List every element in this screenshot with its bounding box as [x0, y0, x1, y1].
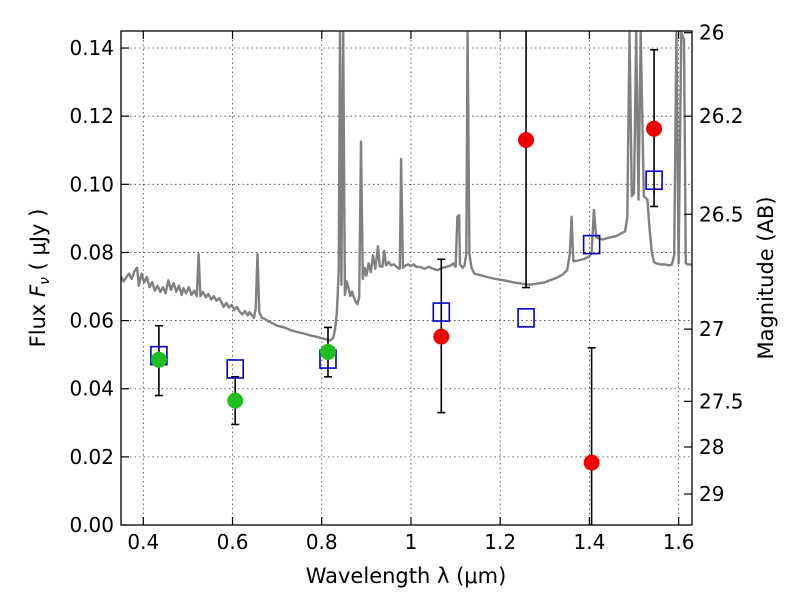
red-data-point	[583, 454, 600, 471]
model-square-marker	[517, 308, 535, 328]
plot-frame	[120, 30, 693, 526]
y2-tick-label: 26	[699, 21, 724, 45]
y-tick-label: 0.06	[69, 309, 114, 333]
x-tick-label: 1.2	[484, 530, 516, 554]
spectrum-layer	[119, 31, 692, 342]
red-data-point	[433, 328, 450, 345]
model-square-marker	[226, 359, 244, 379]
x-axis-label: Wavelength λ (μm)	[306, 564, 507, 588]
y2-tick-label: 26.2	[699, 104, 744, 128]
y-axis-right: 26 26.2 26.5 27 27.5 28 29	[684, 21, 744, 506]
green-data-point	[150, 351, 167, 368]
y-tick-label: 0.04	[69, 377, 114, 401]
green-data-point	[319, 343, 336, 360]
y2-tick-label: 27.5	[699, 389, 744, 413]
y2-tick-label: 29	[699, 482, 724, 506]
y-tick-label: 0.14	[69, 36, 114, 60]
y2-tick-label: 26.5	[699, 202, 744, 226]
y-tick-label: 0.08	[69, 240, 114, 264]
model-square-marker	[645, 170, 663, 191]
x-tick-label: 0.6	[217, 530, 249, 554]
y-tick-label: 0.12	[69, 104, 114, 128]
y-tick-label: 0.02	[69, 445, 114, 469]
x-axis: 0.4 0.6 0.8 1 1.2 1.4 1.6	[127, 31, 695, 554]
y2-tick-label: 28	[699, 435, 724, 459]
x-tick-label: 0.4	[127, 530, 159, 554]
x-tick-label: 1.6	[663, 530, 695, 554]
red-data-point	[646, 120, 663, 137]
y-axis-left: 0.00 0.02 0.04 0.06 0.08 0.10 0.12 0.14	[69, 36, 129, 537]
green-data-point	[227, 392, 244, 409]
model-square-marker	[432, 302, 451, 322]
model-square-marker	[582, 234, 601, 255]
model-spectrum-line	[119, 31, 692, 342]
x-tick-label: 1	[405, 530, 418, 554]
y-tick-label: 0.00	[69, 513, 114, 537]
y2-axis-label: Magnitude (AB)	[754, 196, 778, 359]
x-tick-label: 0.8	[306, 530, 338, 554]
y-axis-label: Flux Fν ( μJy )	[26, 209, 53, 348]
x-tick-label: 1.4	[573, 530, 605, 554]
red-data-point	[518, 132, 535, 149]
y2-tick-label: 27	[699, 317, 724, 341]
measured-points	[150, 120, 663, 471]
model-squares	[150, 170, 663, 379]
y-tick-label: 0.10	[69, 172, 114, 196]
